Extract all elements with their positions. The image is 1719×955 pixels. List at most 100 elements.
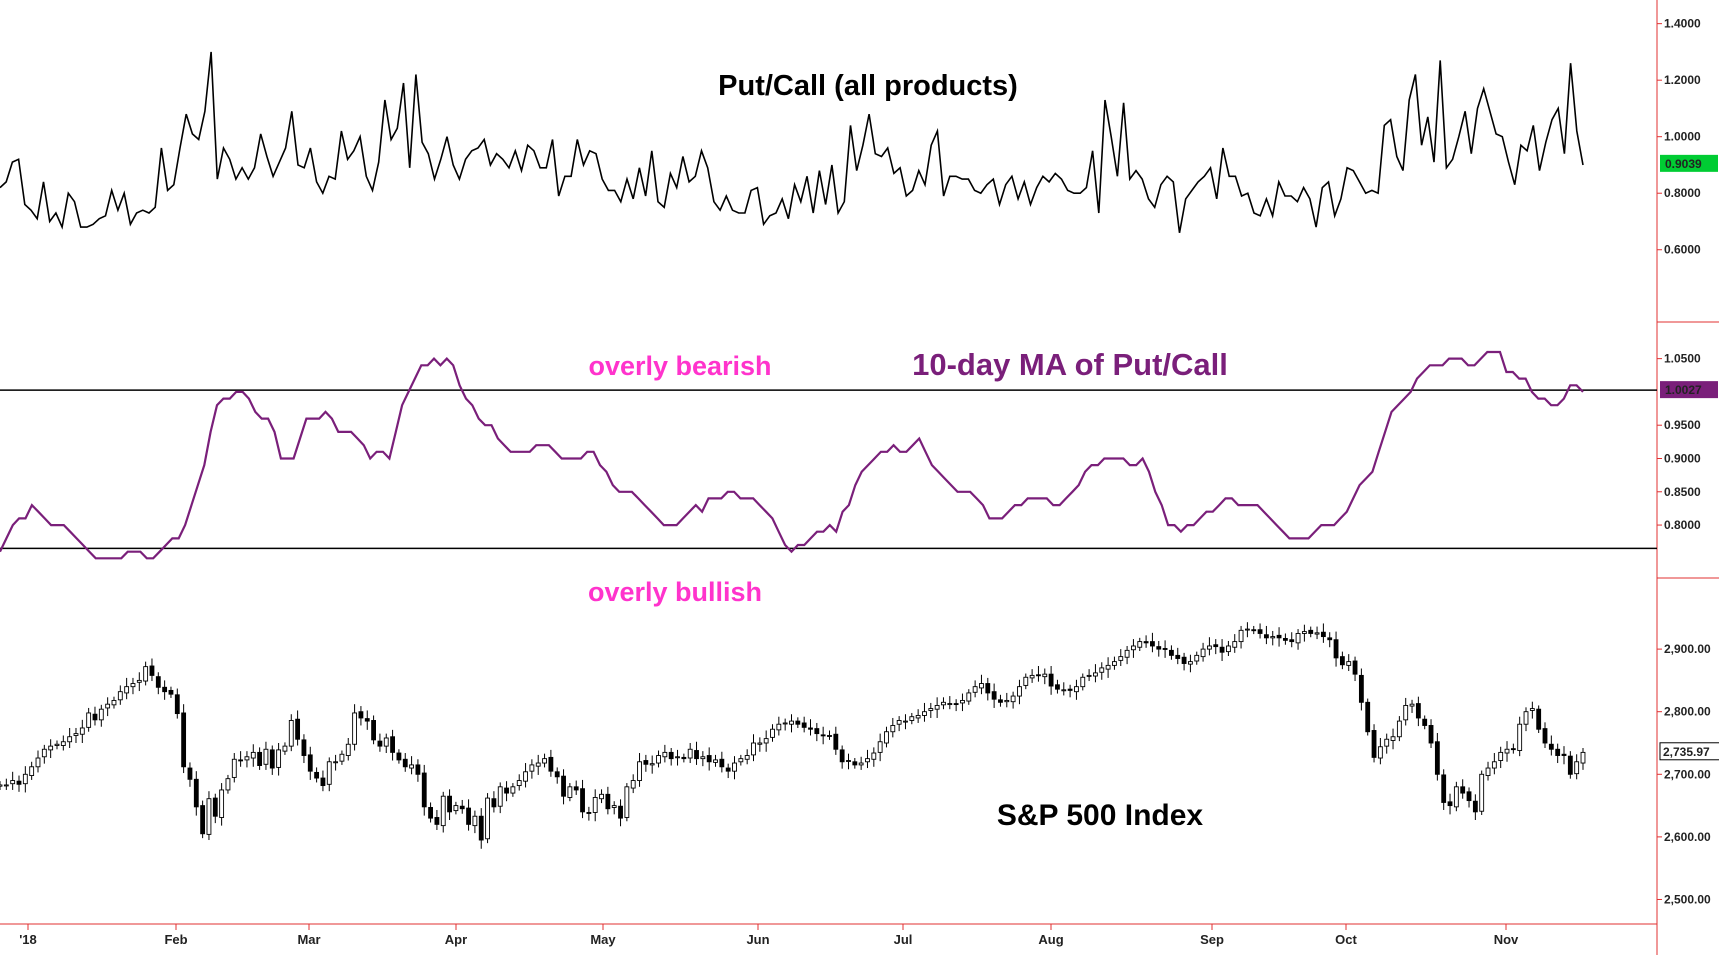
candlestick bbox=[770, 724, 775, 742]
candlestick bbox=[548, 749, 554, 777]
candlestick bbox=[1023, 673, 1029, 690]
candlestick bbox=[3, 778, 9, 790]
candlestick bbox=[187, 762, 193, 787]
candle-body bbox=[409, 764, 414, 769]
candlestick bbox=[1523, 707, 1529, 732]
candle-body bbox=[22, 773, 28, 785]
candle-body bbox=[67, 736, 73, 743]
candlestick bbox=[16, 775, 22, 792]
candlestick bbox=[181, 704, 187, 774]
x-tick-label: '18 bbox=[19, 932, 37, 947]
candlestick bbox=[763, 730, 769, 752]
candle-body bbox=[630, 780, 636, 789]
x-tick-label: Oct bbox=[1335, 932, 1357, 947]
candlestick bbox=[263, 741, 269, 770]
candle-body bbox=[1460, 786, 1466, 794]
candlestick bbox=[586, 806, 592, 821]
candlestick bbox=[1517, 716, 1523, 757]
candle-body bbox=[447, 795, 452, 813]
candle-body bbox=[516, 780, 522, 787]
candle-body bbox=[124, 686, 130, 694]
candlestick bbox=[1150, 632, 1155, 653]
candlestick bbox=[1428, 719, 1434, 749]
candle-body bbox=[1301, 631, 1307, 634]
candle-body bbox=[282, 745, 288, 752]
candlestick bbox=[1263, 625, 1269, 645]
candlestick bbox=[1574, 754, 1580, 780]
candlestick bbox=[820, 726, 826, 745]
candlestick bbox=[972, 680, 978, 698]
candle-body bbox=[966, 692, 972, 702]
candle-body bbox=[1358, 674, 1364, 703]
candlestick bbox=[79, 719, 85, 743]
candlestick bbox=[1485, 761, 1491, 781]
candle-body bbox=[1074, 686, 1079, 693]
candle-body bbox=[1067, 688, 1073, 691]
candlestick bbox=[1175, 647, 1181, 665]
candle-body bbox=[276, 749, 282, 768]
candlestick bbox=[624, 783, 630, 822]
candle-body bbox=[624, 786, 630, 818]
candlestick bbox=[991, 683, 997, 708]
candle-body bbox=[637, 761, 642, 782]
candle-body bbox=[523, 771, 528, 782]
candle-body bbox=[1346, 661, 1352, 666]
candlestick bbox=[1143, 635, 1149, 648]
candle-body bbox=[1042, 673, 1048, 678]
candlestick bbox=[1093, 664, 1098, 683]
candlestick bbox=[1301, 624, 1307, 642]
candlestick bbox=[554, 767, 560, 784]
candle-body bbox=[1403, 704, 1409, 721]
candlestick bbox=[776, 716, 782, 736]
candle-body bbox=[358, 711, 364, 719]
candle-body bbox=[200, 805, 206, 835]
candlestick bbox=[896, 716, 902, 732]
candle-body bbox=[117, 691, 123, 701]
candle-body bbox=[1257, 629, 1263, 634]
candle-body bbox=[1251, 629, 1257, 632]
candlestick bbox=[10, 771, 16, 790]
candlestick bbox=[846, 753, 851, 770]
candle-body bbox=[130, 683, 136, 688]
candlestick bbox=[1333, 631, 1339, 667]
candle-body bbox=[1206, 645, 1212, 650]
candlestick bbox=[1409, 699, 1415, 713]
candlestick bbox=[485, 793, 490, 844]
candle-body bbox=[529, 764, 535, 772]
candlestick bbox=[1434, 732, 1440, 781]
candlestick bbox=[1074, 679, 1079, 700]
candlestick bbox=[751, 734, 756, 762]
candle-body bbox=[1023, 676, 1029, 686]
candlestick bbox=[719, 751, 725, 773]
candle-body bbox=[618, 805, 623, 819]
candlestick bbox=[1029, 669, 1035, 683]
candle-body bbox=[1156, 646, 1162, 650]
candle-body bbox=[1137, 641, 1143, 648]
candlestick bbox=[1232, 634, 1238, 653]
candlestick bbox=[839, 745, 845, 769]
last-value-badge bbox=[1659, 742, 1719, 761]
candlestick bbox=[371, 715, 377, 745]
candle-body bbox=[890, 725, 896, 733]
candlestick bbox=[130, 677, 136, 695]
candlestick bbox=[915, 709, 921, 723]
candlestick bbox=[694, 741, 699, 765]
candlestick bbox=[542, 753, 547, 768]
candlestick bbox=[1542, 722, 1548, 749]
candlestick bbox=[0, 781, 3, 790]
candlestick bbox=[29, 761, 35, 780]
candle-body bbox=[1548, 743, 1554, 750]
candlestick bbox=[865, 749, 870, 769]
candlestick bbox=[903, 714, 908, 730]
candle-body bbox=[1529, 708, 1535, 711]
candlestick bbox=[1472, 794, 1478, 820]
candlestick bbox=[941, 697, 946, 710]
candlestick bbox=[269, 745, 275, 775]
candlestick bbox=[73, 727, 79, 743]
x-tick-label: Nov bbox=[1494, 932, 1519, 947]
candle-body bbox=[656, 755, 661, 764]
candle-body bbox=[143, 666, 149, 682]
candlestick bbox=[1346, 654, 1352, 672]
y-tick-label: 2,700.00 bbox=[1664, 767, 1711, 781]
candlestick bbox=[459, 799, 465, 814]
